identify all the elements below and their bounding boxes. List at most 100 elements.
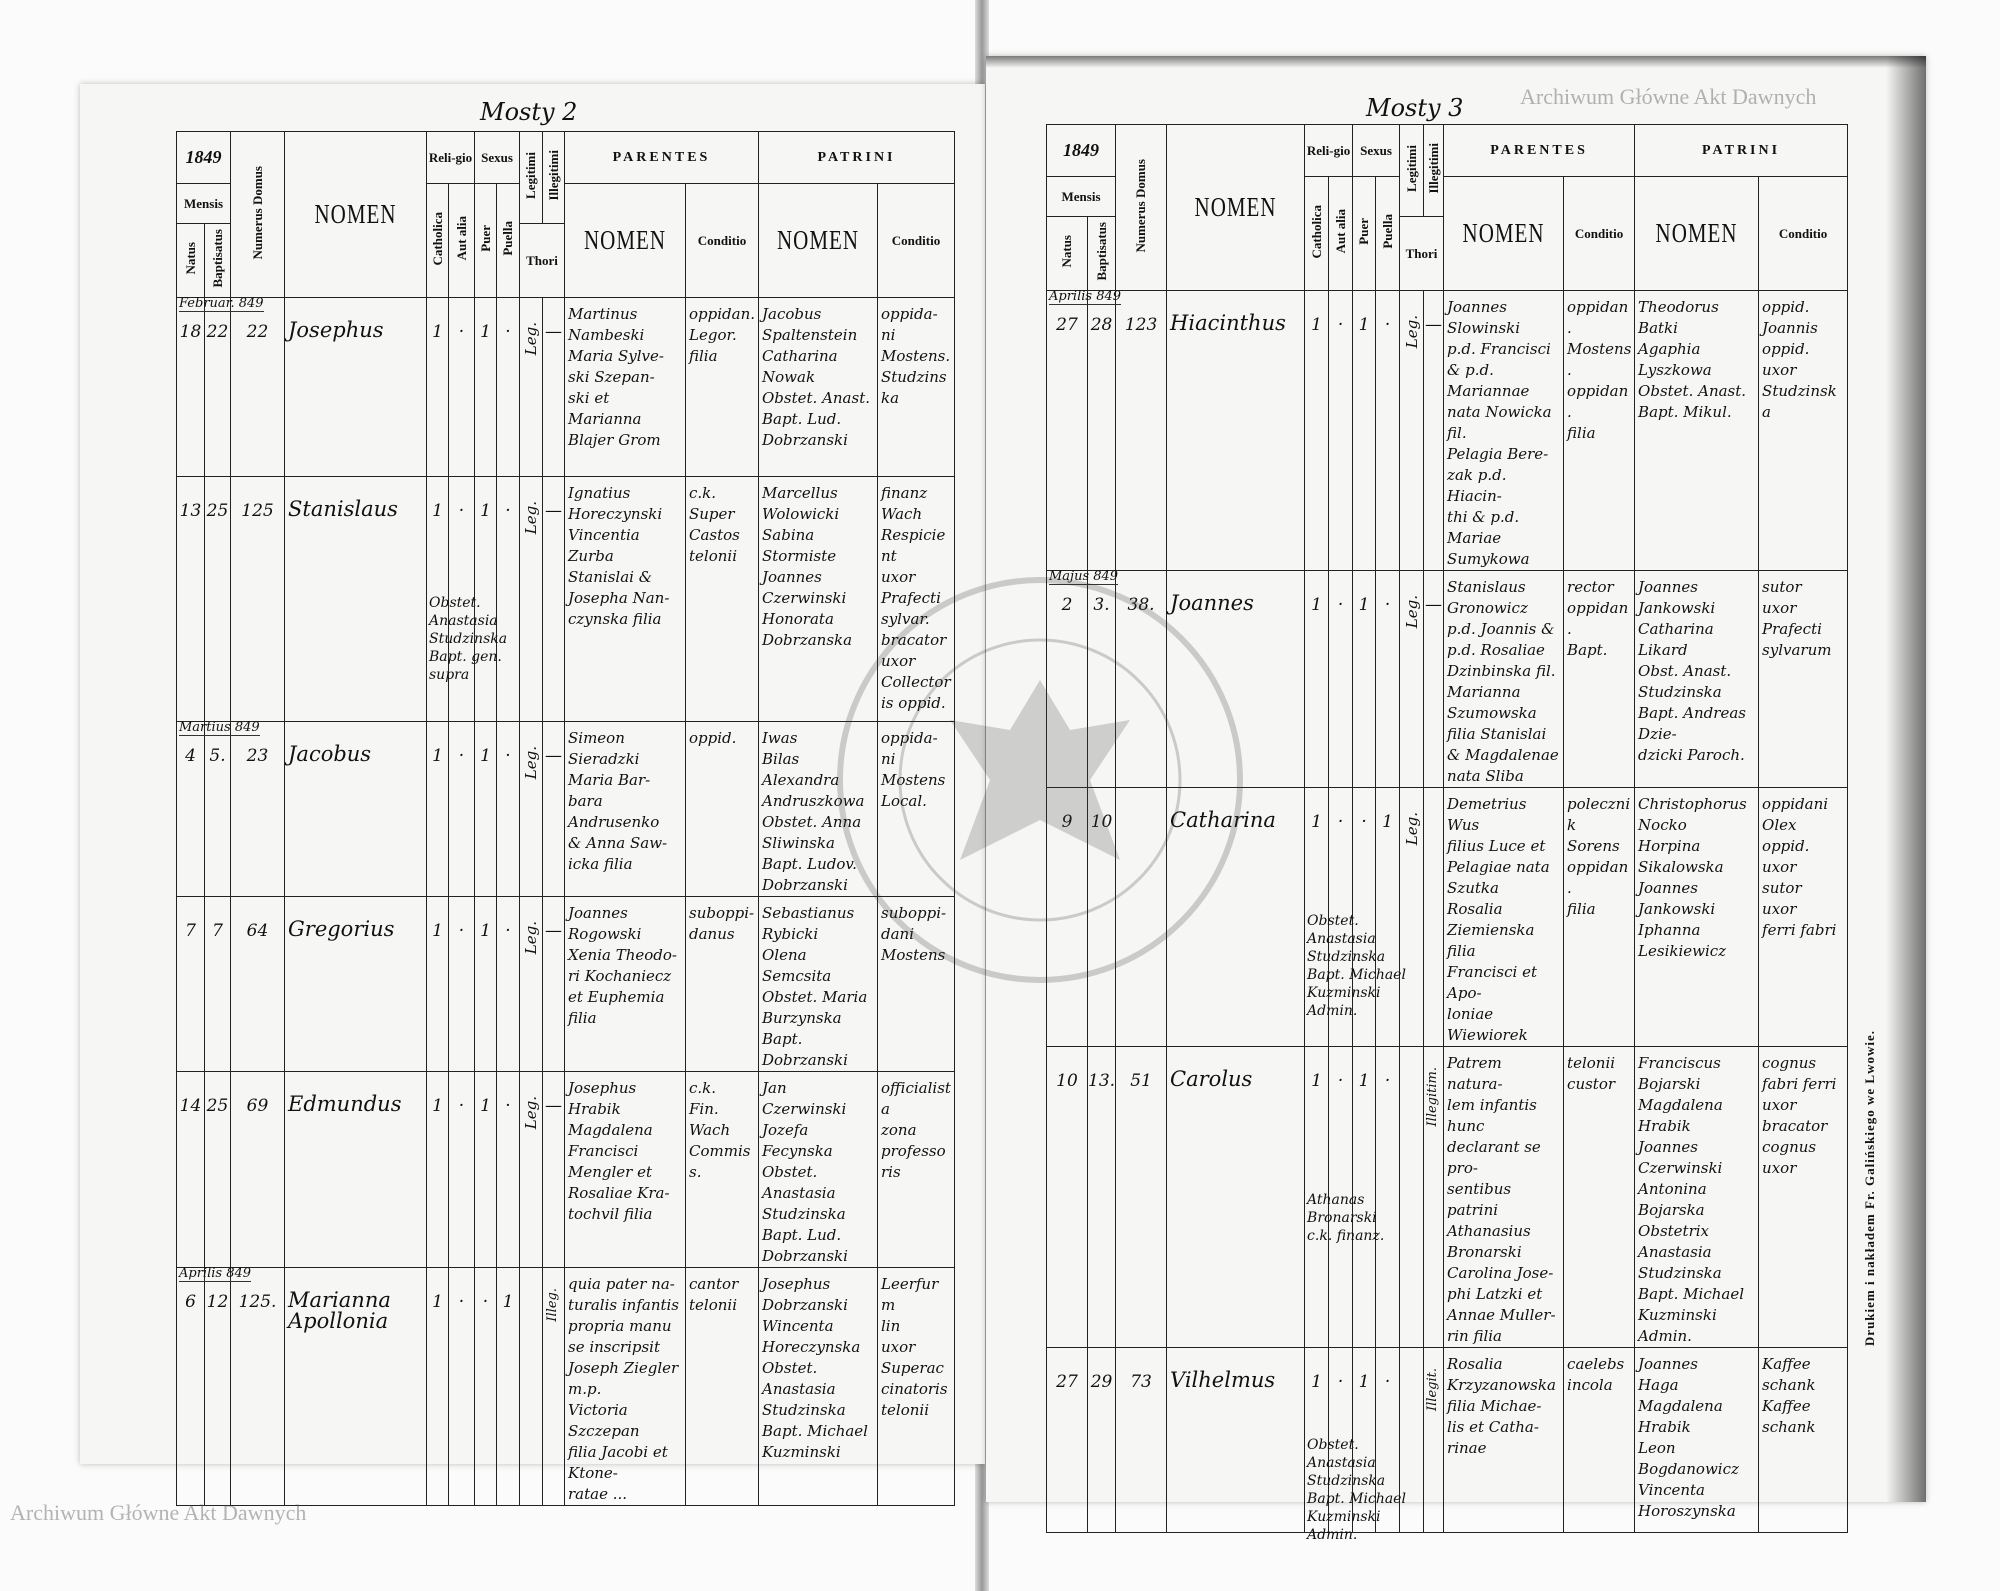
mensis-header: Mensis	[176, 183, 231, 224]
baptisatus-day: 10	[1088, 788, 1115, 833]
text-line: Bapt. Michael Kuzminski Admin.	[1638, 1285, 1745, 1345]
puella-cell: 1	[496, 1267, 520, 1506]
officiant-note: Obstet. Anastasia Studzinska Bapt. Michael…	[1307, 912, 1420, 1020]
text-line: Bapt. Michael Kuzminski	[762, 1422, 868, 1461]
text-line: bracator	[881, 631, 947, 649]
text-line: Obstet. Anast.	[1638, 382, 1747, 400]
puella-cell: ·	[496, 896, 520, 1072]
child-name: Josephus	[285, 298, 426, 341]
parentes-conditio-cell: telonii custor	[1563, 1046, 1636, 1348]
text-line: Ignatius	[568, 484, 631, 502]
patrini-nomen: Jan Czerwinski Jozefa Fecynska Obstet. Anast…	[759, 1072, 877, 1267]
puella-mark: ·	[1384, 315, 1391, 335]
patrini-nomen: Sebastianus Rybicki Olena Semcsita Obstet. M…	[759, 897, 877, 1071]
baptisatus-day: 5.	[209, 746, 226, 766]
text-line: thi & p.d. Mariae	[1447, 508, 1520, 547]
legitimi-cell: Leg.	[519, 721, 543, 897]
child-name: Carolus	[1167, 1047, 1304, 1090]
aut-alia-cell: ·	[1328, 570, 1354, 788]
text-line: phi Latzki et	[1447, 1285, 1543, 1303]
parentes-nomen: Joannes Rogowski Xenia Theodo-ri Kochaniec…	[565, 897, 685, 1029]
parentes-nomen-header-label: NOMEN	[1462, 217, 1545, 249]
house-number: 64	[246, 921, 269, 941]
text-line: Joannes	[1638, 578, 1698, 596]
text-line: Sebastianus	[762, 904, 855, 922]
natus-day: 4	[185, 746, 196, 766]
parentes-conditio-cell: oppidan. Legor. filia	[685, 297, 759, 477]
illegitimi-cell: —	[542, 721, 565, 897]
thori-header: Thori	[1399, 216, 1445, 291]
text-line: Respicient	[881, 526, 946, 565]
puer-mark: 1	[480, 746, 491, 766]
text-line: Dobrzanski	[762, 1296, 848, 1314]
text-line: Czerwinski	[1638, 1159, 1723, 1177]
aut-alia-mark: ·	[458, 322, 465, 342]
text-line: Maria Bar-	[568, 771, 651, 789]
parentes-conditio-cell: caelebs incola	[1563, 1347, 1636, 1533]
patrini-conditio-cell: finanz Wach Respicient uxor Prafecti sylvar. b…	[877, 476, 955, 722]
text-line: Studzinska	[429, 631, 508, 648]
parentes-nomen: Joannes Slowinski p.d. Francisci & p.d. Mar…	[1444, 291, 1563, 570]
text-line: sutor	[1762, 578, 1802, 596]
child-name-cell: Jacobus	[284, 721, 427, 897]
text-line: Zurba	[568, 547, 614, 565]
text-line: Nambeski	[568, 326, 645, 344]
patrini-conditio-header-label: Conditio	[891, 232, 941, 248]
catholica-cell: 1	[426, 721, 449, 897]
nomen-header: NOMEN	[1166, 124, 1306, 291]
text-line: Mostens.	[1567, 340, 1632, 379]
text-line: Bronarski	[1307, 1210, 1377, 1226]
legitimi-header: Legitimi	[519, 131, 543, 224]
folio-label: Mosty 2	[480, 98, 578, 126]
patrini-conditio: oppidani Olex oppid. uxor sutor uxor ferri fa…	[1759, 788, 1847, 941]
text-line: Superaccinatoris	[881, 1359, 948, 1398]
nomen-header-label: NOMEN	[314, 198, 397, 230]
text-line: Martinus	[568, 305, 638, 323]
natus-cell: Aprilis 849 27	[1046, 289, 1122, 571]
parentes-conditio: telonii custor	[1564, 1047, 1634, 1095]
parentes-conditio: caelebs incola	[1564, 1348, 1634, 1396]
text-line: Obstet. Anast.	[762, 389, 870, 407]
religio-header-label: Reli-gio	[1306, 142, 1351, 158]
text-line: Josepha Nan-	[568, 589, 670, 607]
text-line: Josephus	[288, 318, 384, 342]
catholica-mark: 1	[432, 1096, 443, 1116]
puella-mark: ·	[505, 501, 511, 521]
natus-header: Natus	[1046, 216, 1088, 291]
text-line: Fecynska	[762, 1142, 833, 1160]
text-line: oppida-	[881, 729, 938, 747]
numerus-domus-cell: 73	[1115, 1347, 1168, 1533]
legitimi-header-label: Legitimi	[1403, 145, 1419, 192]
illegitimi-cell: —	[1423, 290, 1445, 571]
text-line: Athanas	[1307, 1192, 1365, 1208]
natus-cell: 7	[176, 896, 205, 1072]
patrini-conditio-cell: oppida-ni Mostens. Studzinska	[877, 297, 955, 477]
sexus-header: Sexus	[1352, 124, 1401, 177]
patrini-conditio: oppida-ni Mostens. Studzinska	[878, 298, 954, 409]
text-line: Kuzminski Admin.	[1307, 984, 1381, 1019]
parentes-nomen-cell: Joannes Rogowski Xenia Theodo-ri Kochaniec…	[564, 896, 686, 1072]
illegitimi-cell: —	[542, 896, 565, 1072]
parentes-conditio-cell: c.k. Super Castos telonii	[685, 476, 759, 722]
text-line: Honorata	[762, 610, 834, 628]
catholica-header-label: Catholica	[429, 211, 445, 266]
illegitimi-header-label: Illegitimi	[1425, 143, 1441, 194]
register-entry-row: 910 Catharina 1 Obstet. AnastasiaStudzinska…	[1046, 787, 1849, 1047]
legitimi-header-label: Legitimi	[523, 152, 538, 199]
text-line: Obst. Anast. Studzinska	[1638, 662, 1732, 701]
natus-cell: Februar. 849 18	[176, 296, 264, 477]
patrini-header-label: PATRINI	[817, 150, 896, 165]
baptisatus-day: 25	[206, 501, 229, 521]
text-line: Bapt.	[1567, 641, 1608, 659]
text-line: oppidan.	[1567, 858, 1629, 897]
patrini-conditio: oppida-ni Mostens Local.	[878, 722, 954, 812]
patrini-conditio: Leerfurm lin uxor Superaccinatoris telonii	[878, 1268, 954, 1421]
illegitimi-header-label: Illegitimi	[545, 150, 561, 201]
text-line: rinae	[1447, 1439, 1487, 1457]
puer-mark: 1	[480, 322, 491, 342]
natus-cell: 10	[1046, 1046, 1088, 1348]
puer-header: Puer	[474, 183, 497, 298]
catholica-mark: 1	[1311, 595, 1322, 615]
puella-cell: ·	[1375, 290, 1401, 571]
text-line: Bojarski	[1638, 1075, 1701, 1093]
